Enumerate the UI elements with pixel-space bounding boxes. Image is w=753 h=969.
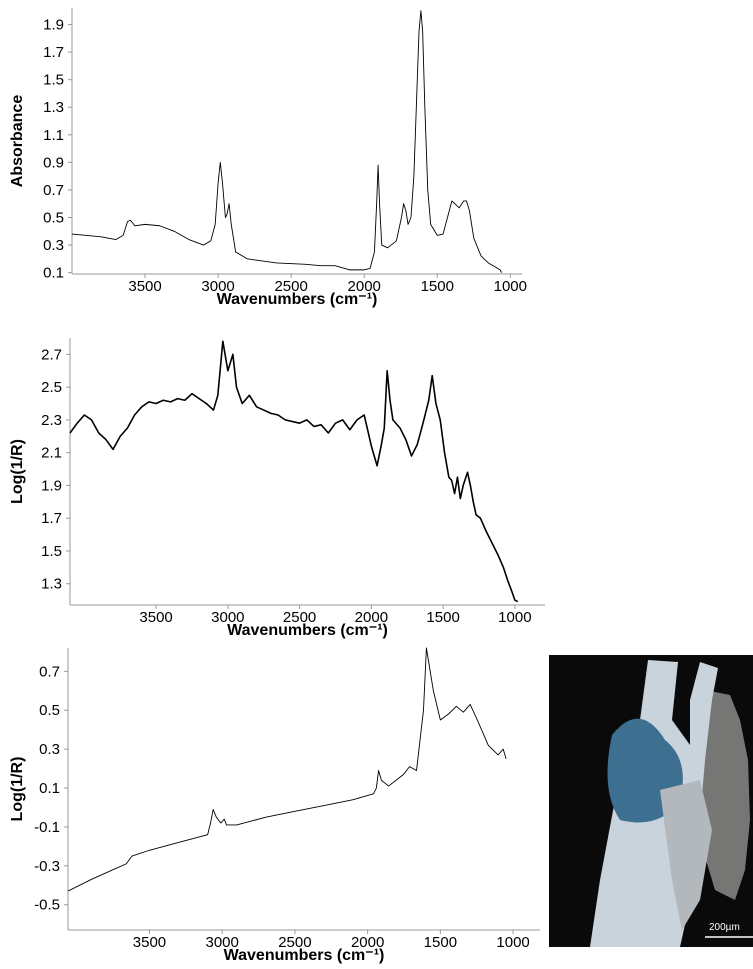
y-tick-label: 1.1 bbox=[43, 127, 64, 144]
y-tick-label: 2.7 bbox=[41, 346, 62, 363]
x-axis-title: Wavenumbers (cm⁻¹) bbox=[217, 291, 378, 308]
y-tick-label: 1.5 bbox=[41, 543, 62, 560]
figure: 200µm 0.1 0.3 0.5 0.7 0.9 1.1 1.3 1.5 1.7 1.9 3500… bbox=[0, 0, 753, 964]
y-tick-label: 1.9 bbox=[41, 477, 62, 494]
y-axis-title: Log(1/R) bbox=[9, 757, 26, 822]
y-tick-label: 0.1 bbox=[43, 265, 64, 282]
y-tick-label: 1.5 bbox=[43, 72, 64, 89]
y-tick-label: 1.3 bbox=[43, 99, 64, 116]
y-tick-label: 1.7 bbox=[41, 510, 62, 527]
spectrum-line bbox=[72, 11, 502, 273]
x-tick-label: 1000 bbox=[496, 934, 529, 951]
x-tick-label: 1500 bbox=[424, 934, 457, 951]
x-tick-label: 3500 bbox=[139, 609, 172, 626]
x-tick-label: 1500 bbox=[426, 609, 459, 626]
y-tick-label: -0.3 bbox=[34, 858, 60, 875]
y-tick-label: 1.7 bbox=[43, 44, 64, 61]
y-tick-label: 0.5 bbox=[43, 209, 64, 226]
y-tick-label: 0.3 bbox=[43, 237, 64, 254]
y-tick-label: 2.3 bbox=[41, 412, 62, 429]
micrograph: 200µm bbox=[549, 655, 753, 947]
x-tick-label: 1000 bbox=[498, 609, 531, 626]
y-tick-label: 0.9 bbox=[43, 154, 64, 171]
x-axis-title: Wavenumbers (cm⁻¹) bbox=[227, 622, 388, 639]
y-tick-label: 0.1 bbox=[39, 780, 60, 797]
page: 200µm 0.1 0.3 0.5 0.7 0.9 1.1 1.3 1.5 1.7 1.9 3500… bbox=[0, 0, 753, 969]
spectrum-line bbox=[68, 648, 506, 891]
x-tick-label: 3500 bbox=[133, 934, 166, 951]
y-tick-label: 2.1 bbox=[41, 445, 62, 462]
y-tick-label: 0.7 bbox=[39, 663, 60, 680]
spectrum-line bbox=[70, 341, 518, 601]
y-tick-label: 1.9 bbox=[43, 17, 64, 34]
x-tick-label: 3500 bbox=[128, 278, 161, 295]
y-tick-label: -0.5 bbox=[34, 897, 60, 914]
x-axis-title: Wavenumbers (cm⁻¹) bbox=[224, 947, 385, 964]
x-tick-label: 1500 bbox=[421, 278, 454, 295]
x-tick-label: 1000 bbox=[494, 278, 527, 295]
y-tick-label: 1.3 bbox=[41, 576, 62, 593]
y-tick-label: -0.1 bbox=[34, 819, 60, 836]
y-tick-label: 0.5 bbox=[39, 702, 60, 719]
y-tick-label: 2.5 bbox=[41, 379, 62, 396]
y-tick-label: 0.7 bbox=[43, 182, 64, 199]
y-axis-title: Log(1/R) bbox=[9, 439, 26, 504]
y-tick-label: 0.3 bbox=[39, 741, 60, 758]
y-axis-title: Absorbance bbox=[9, 95, 26, 188]
scale-bar-label: 200µm bbox=[709, 922, 740, 933]
